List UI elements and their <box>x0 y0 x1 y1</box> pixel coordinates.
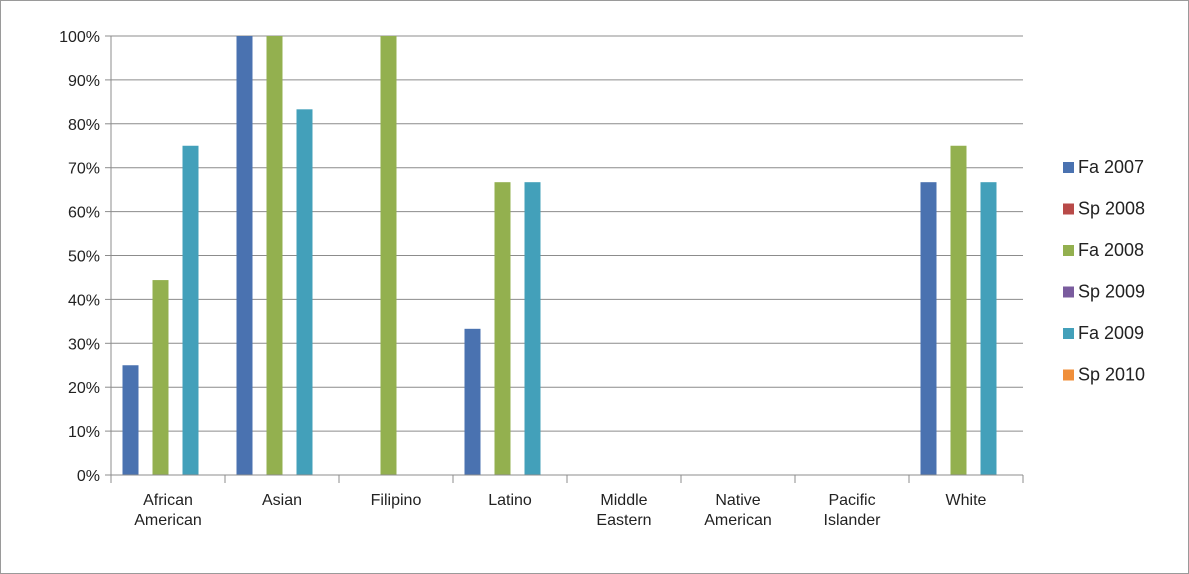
x-category-label: Native <box>715 492 760 509</box>
bar <box>980 182 997 475</box>
legend-item: Fa 2007 <box>1063 157 1144 177</box>
x-category-label: American <box>704 512 772 529</box>
x-category-label: Filipino <box>371 492 422 509</box>
bar <box>464 328 481 475</box>
y-tick-label: 0% <box>77 468 100 485</box>
y-tick-label: 70% <box>68 161 100 178</box>
legend: Fa 2007 Sp 2008 Fa 2008 Sp 2009 Fa 2009 Sp 20… <box>1063 157 1145 385</box>
bar <box>494 182 511 475</box>
legend-item: Sp 2009 <box>1063 282 1145 302</box>
bar <box>524 182 541 475</box>
y-tick-label: 60% <box>68 205 100 222</box>
bar <box>266 36 283 475</box>
bar <box>380 36 397 475</box>
legend-label: Sp 2009 <box>1078 282 1145 302</box>
x-category-label: African <box>143 492 193 509</box>
axes <box>110 36 1024 483</box>
bars <box>122 36 997 476</box>
y-tick-label: 50% <box>68 249 100 266</box>
legend-swatch <box>1063 245 1074 256</box>
bar <box>182 145 199 475</box>
legend-label: Fa 2008 <box>1078 240 1144 260</box>
legend-item: Fa 2009 <box>1063 323 1144 343</box>
grid-lines <box>111 35 1023 432</box>
legend-swatch <box>1063 328 1074 339</box>
y-tick-label: 100% <box>59 29 100 46</box>
x-category-label: Asian <box>262 492 302 509</box>
x-category-label: Pacific <box>828 492 875 509</box>
legend-swatch <box>1063 286 1074 298</box>
bar <box>296 109 313 476</box>
legend-item: Fa 2008 <box>1063 240 1144 260</box>
x-category-label: Islander <box>824 512 882 529</box>
x-category-label: Latino <box>488 492 532 509</box>
y-tick-label: 80% <box>68 117 100 134</box>
y-tick-label: 30% <box>68 336 100 353</box>
x-category-label: American <box>134 512 202 529</box>
legend-label: Fa 2009 <box>1078 323 1144 343</box>
legend-swatch <box>1063 203 1074 215</box>
x-category-label: Middle <box>600 492 647 509</box>
legend-item: Sp 2010 <box>1063 365 1145 385</box>
x-axis-categories: African American Asian Filipino Latino Middle… <box>134 492 986 529</box>
legend-label: Fa 2007 <box>1078 157 1144 177</box>
x-category-label: Eastern <box>596 512 651 529</box>
bar <box>236 36 253 475</box>
legend-swatch <box>1063 162 1074 173</box>
x-category-label: White <box>946 492 987 509</box>
y-tick-label: 10% <box>68 424 100 441</box>
legend-label: Sp 2008 <box>1078 199 1145 219</box>
y-tick-label: 40% <box>68 292 100 309</box>
bar <box>920 182 937 475</box>
y-tick-label: 20% <box>68 380 100 397</box>
y-tick-label: 90% <box>68 73 100 90</box>
bar <box>950 145 967 475</box>
y-axis-ticks: 0% 10% 20% 30% 40% 50% 60% 70% 80% 90% 100% <box>59 29 111 485</box>
legend-swatch <box>1063 369 1074 381</box>
bar <box>152 280 169 475</box>
legend-label: Sp 2010 <box>1078 365 1145 385</box>
legend-item: Sp 2008 <box>1063 199 1145 219</box>
bar <box>122 365 139 475</box>
